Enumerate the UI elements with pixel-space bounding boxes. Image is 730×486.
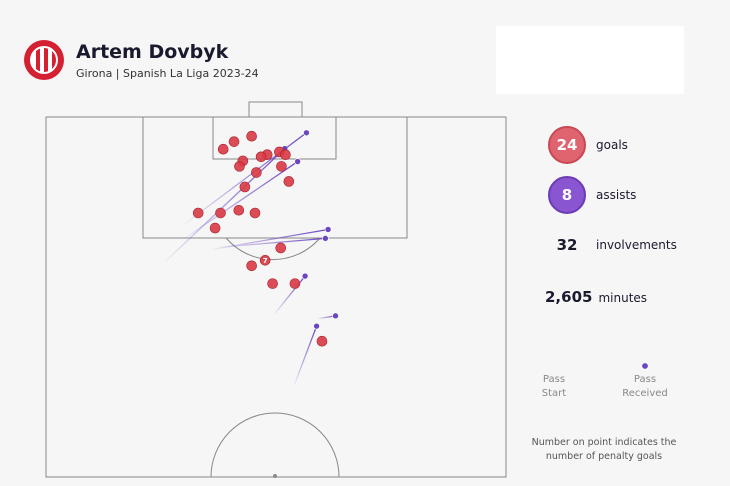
goal-point xyxy=(267,278,278,289)
assist-received-point xyxy=(332,312,339,320)
goal-point xyxy=(209,222,221,234)
involvements-stat: 32 involvements xyxy=(548,236,677,254)
pitch-outline xyxy=(45,116,507,478)
assist-pass-line xyxy=(184,161,299,239)
goal-point xyxy=(259,255,271,266)
assists-label: assists xyxy=(596,188,637,202)
assist-received-point xyxy=(313,322,320,330)
goals-count: 24 xyxy=(548,126,586,164)
minutes-count: 2,605 xyxy=(545,288,593,306)
goal-point xyxy=(289,278,301,289)
assist-pass-line xyxy=(164,148,286,263)
goal-point xyxy=(249,207,261,219)
girona-crest-icon xyxy=(24,40,64,80)
goal-point xyxy=(246,130,257,142)
player-name: Artem Dovbyk xyxy=(76,40,229,63)
minutes-stat: 2,605 minutes xyxy=(545,288,647,306)
goal-point xyxy=(316,335,328,347)
goal-point xyxy=(239,181,251,193)
assist-received-point xyxy=(324,226,332,233)
goal-point xyxy=(276,161,287,172)
legend-pass-received: Pass Received xyxy=(622,374,668,399)
goal-point xyxy=(192,207,204,219)
goals-label: goals xyxy=(596,138,628,152)
penalty-arc xyxy=(225,237,321,260)
goal-point xyxy=(217,143,229,155)
legend-received-dot xyxy=(641,362,649,370)
goal-frame xyxy=(248,101,303,118)
minutes-label: minutes xyxy=(598,291,648,305)
involvements-count: 32 xyxy=(556,236,578,254)
assist-received-point xyxy=(294,158,301,165)
goal-point xyxy=(283,176,295,187)
goal-point xyxy=(233,204,245,216)
goal-point xyxy=(251,167,262,178)
assist-received-point xyxy=(303,129,310,137)
assist-pass-line xyxy=(274,275,306,315)
goal-point xyxy=(228,136,240,147)
assist-received-point xyxy=(322,235,329,242)
assist-pass-line xyxy=(293,325,318,386)
legend-pass-start: Pass Start xyxy=(541,374,567,399)
player-subtitle: Girona | Spanish La Liga 2023-24 xyxy=(76,66,259,80)
involvements-label: involvements xyxy=(596,238,677,252)
player-header: Artem Dovbyk Girona | Spanish La Liga 20… xyxy=(24,40,259,80)
penalty-note: Number on point indicates the number of … xyxy=(531,437,677,462)
pass-legend xyxy=(553,362,649,370)
goal-point xyxy=(234,161,245,172)
goals-stat: 24 goals xyxy=(548,126,628,164)
goal-point xyxy=(275,242,287,254)
penalty-count-label: 7 xyxy=(263,257,268,265)
centre-circle xyxy=(210,412,340,478)
assists-count: 8 xyxy=(548,176,586,214)
goal-point xyxy=(255,151,267,163)
assist-pass-line xyxy=(219,237,326,248)
assists-stat: 8 assists xyxy=(548,176,636,214)
assist-pass-line xyxy=(184,132,307,225)
goal-point xyxy=(215,207,226,219)
goal-point xyxy=(280,149,291,161)
centre-spot xyxy=(273,474,277,478)
assist-received-point xyxy=(301,272,309,280)
blank-panel xyxy=(496,26,684,94)
goal-point xyxy=(246,260,257,272)
